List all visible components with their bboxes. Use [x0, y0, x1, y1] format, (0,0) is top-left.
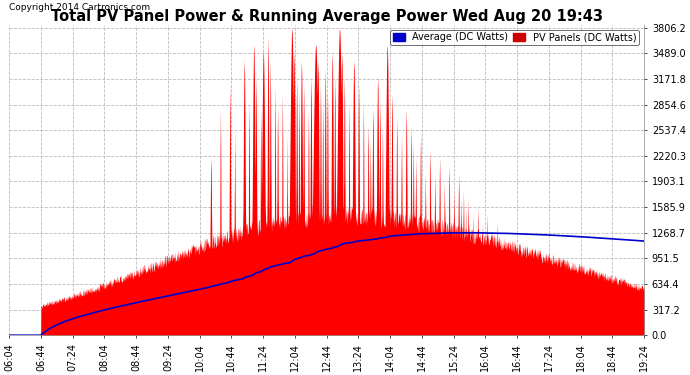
Text: Copyright 2014 Cartronics.com: Copyright 2014 Cartronics.com — [9, 3, 150, 12]
Title: Total PV Panel Power & Running Average Power Wed Aug 20 19:43: Total PV Panel Power & Running Average P… — [50, 9, 602, 24]
Legend: Average (DC Watts), PV Panels (DC Watts): Average (DC Watts), PV Panels (DC Watts) — [390, 30, 640, 45]
